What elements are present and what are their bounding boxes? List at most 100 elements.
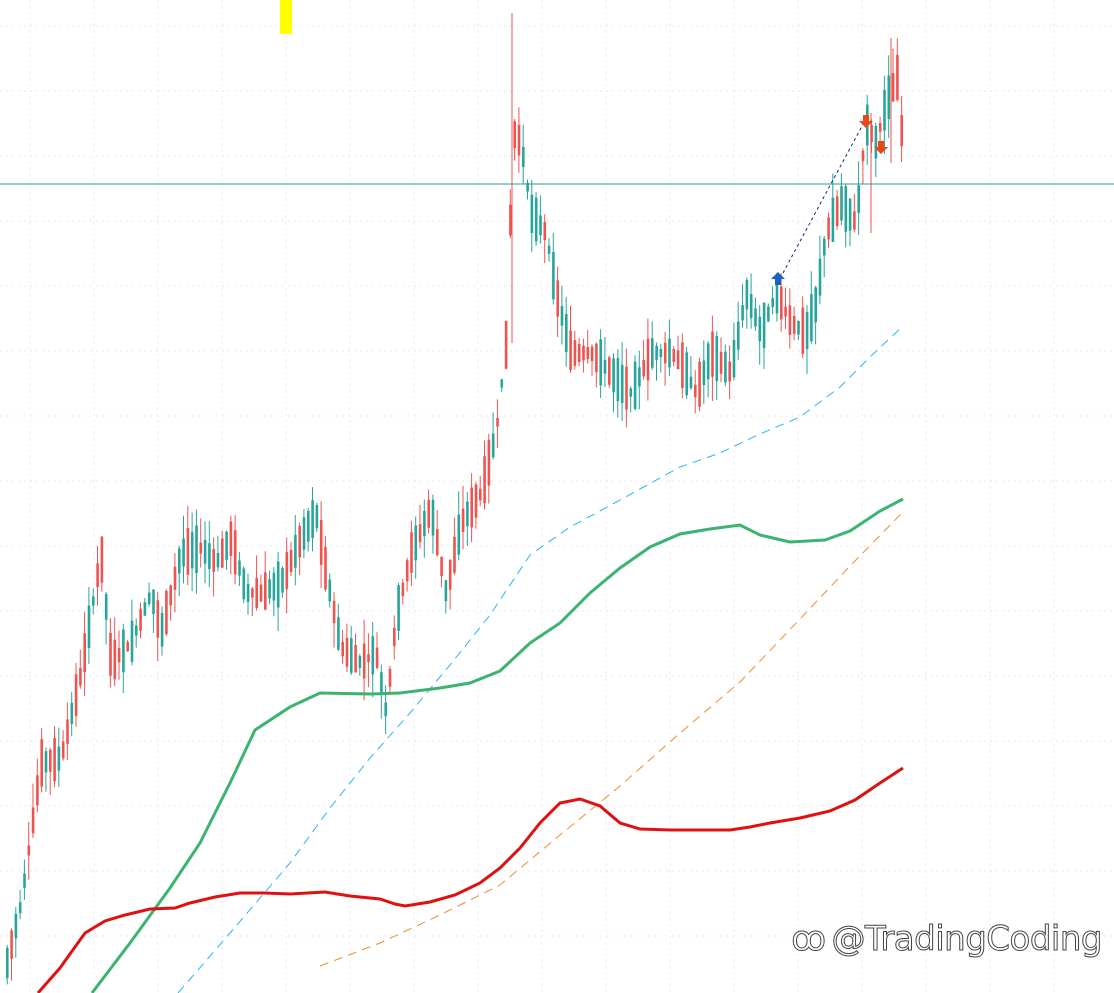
candle-body (775, 275, 779, 314)
candle-body (410, 532, 413, 573)
candle-body (294, 534, 297, 568)
candle-body (818, 258, 822, 296)
candle-body (182, 538, 185, 567)
candle-body (625, 366, 628, 410)
ma-long-line (319, 511, 904, 967)
candle-body (31, 807, 35, 834)
candle-body (672, 349, 676, 362)
candle-body (788, 305, 792, 336)
candle-body (487, 439, 491, 486)
candle-body (702, 360, 706, 386)
candle-body (233, 530, 237, 575)
candle-body (87, 605, 91, 649)
candle-body (10, 930, 13, 959)
candle-body (900, 115, 903, 147)
candle-body (53, 737, 56, 782)
candle-body (530, 194, 534, 233)
candle-body (466, 501, 469, 527)
candle-body (423, 510, 426, 537)
candle-body (345, 637, 349, 667)
candle-body (823, 238, 826, 256)
candle-body (780, 286, 783, 320)
candle-body (762, 302, 766, 349)
candle-body (40, 739, 43, 787)
candle-body (582, 345, 585, 361)
candle-body (92, 596, 95, 606)
candle-body (337, 617, 340, 650)
candle-body (831, 197, 835, 242)
candle-body (427, 499, 430, 528)
candle-body (479, 488, 482, 501)
yellow-marker-tab (280, 0, 292, 34)
candle-body (620, 364, 624, 403)
candle-body (221, 538, 224, 568)
candle-body (178, 548, 181, 574)
candle-body (784, 306, 787, 317)
candle-body (436, 528, 439, 556)
candle-body (577, 343, 581, 363)
candle-body (324, 546, 327, 590)
candle-body (332, 600, 336, 624)
candle-body (393, 627, 396, 647)
candle-body (418, 524, 422, 543)
candle-body (453, 536, 456, 573)
candle-body (797, 320, 800, 335)
candle-body (737, 321, 740, 350)
candle-body (371, 636, 375, 675)
candle-body (655, 345, 658, 361)
candle-body (109, 632, 112, 676)
sell-arrow-icon (874, 141, 888, 154)
candle-body (651, 338, 654, 368)
candle-body (255, 577, 258, 609)
candle-body (328, 579, 332, 602)
candle-body (375, 647, 379, 668)
candle-body (74, 674, 78, 716)
candle-body (259, 584, 263, 602)
candle-body (513, 121, 516, 149)
candle-body (380, 672, 383, 696)
candle-body (281, 568, 284, 593)
candle-body (719, 351, 723, 374)
candle-body (595, 343, 598, 373)
candle-body (689, 376, 693, 389)
candle-body (83, 633, 86, 672)
candle-body (534, 197, 538, 242)
candle-body (840, 186, 843, 221)
candle-body (883, 89, 886, 131)
candle-body (444, 580, 448, 602)
candle-body (79, 668, 82, 686)
candle-body (608, 357, 611, 385)
candle-body (14, 913, 18, 939)
candle-body (642, 359, 645, 377)
candle-body (556, 280, 559, 317)
candle-body (27, 845, 31, 856)
candle-body (276, 561, 280, 608)
candle-body (694, 384, 697, 398)
candle-body (724, 351, 727, 383)
candle-body (638, 367, 641, 387)
candle-body (388, 668, 392, 687)
candle-body (560, 305, 564, 326)
candle-body (483, 456, 486, 504)
candle-body (659, 348, 663, 358)
candle-body (36, 775, 39, 806)
candle-body (633, 361, 637, 410)
candle-body (216, 553, 220, 568)
candle-body (565, 314, 568, 352)
candle-body (384, 702, 387, 717)
candle-body (96, 563, 99, 588)
candle-body (543, 222, 547, 240)
candle-body (569, 330, 572, 370)
candle-body (61, 741, 65, 759)
candle-body (70, 702, 74, 724)
candle-body (448, 559, 452, 590)
candle-body (767, 306, 770, 322)
candle-body (810, 294, 813, 342)
candle-body (152, 589, 155, 615)
candle-body (461, 508, 465, 533)
candle-body (6, 947, 9, 979)
candle-body (509, 204, 512, 236)
candle-body (745, 279, 749, 310)
candle-body (801, 307, 805, 354)
